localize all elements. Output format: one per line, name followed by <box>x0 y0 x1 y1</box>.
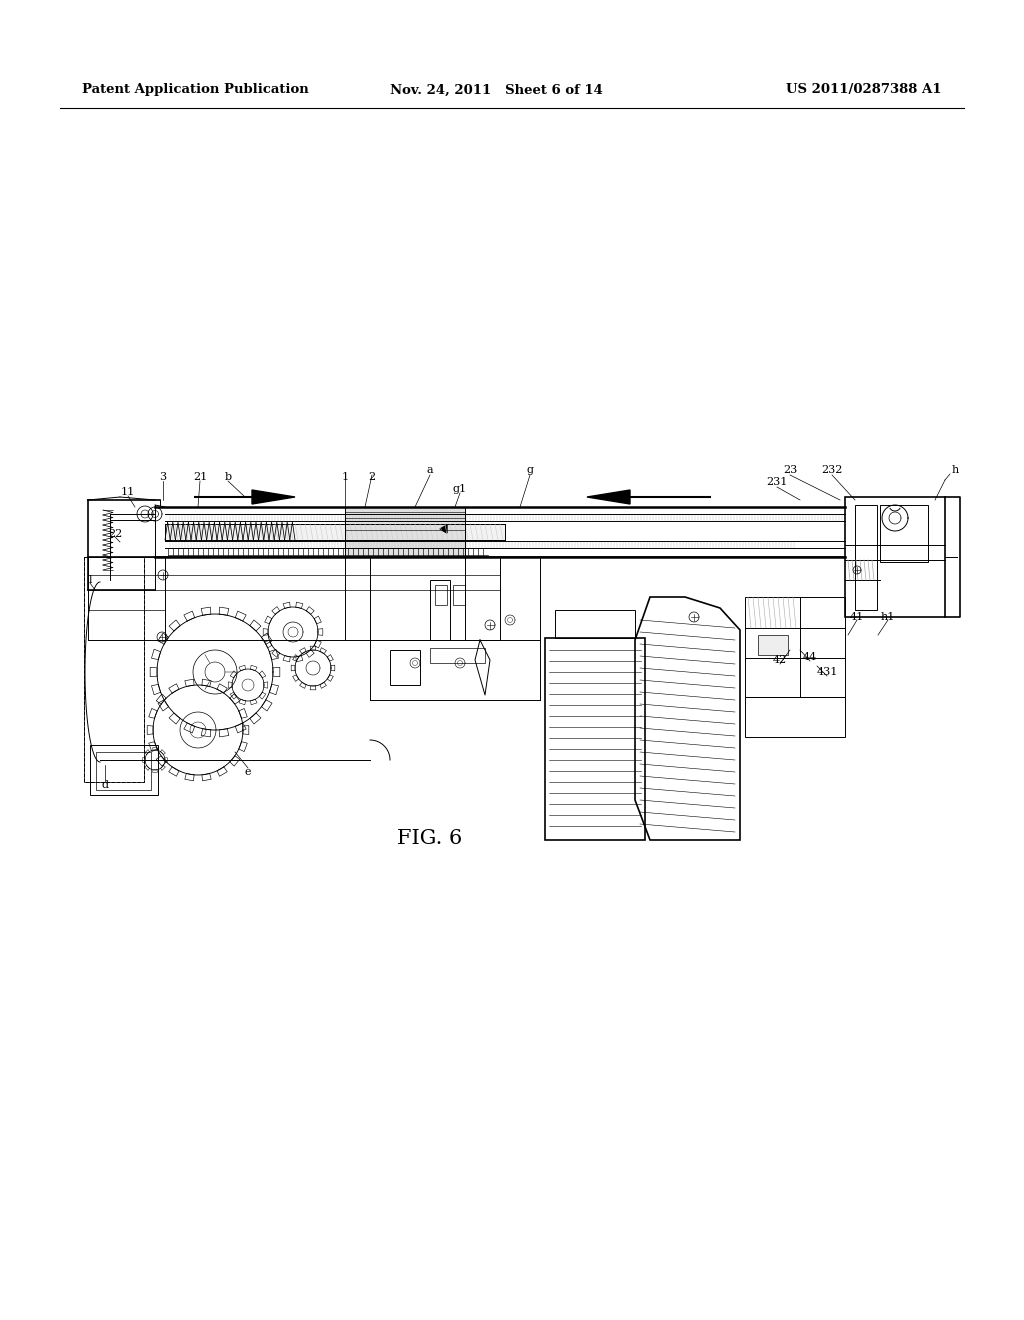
Text: FIG. 6: FIG. 6 <box>397 829 463 847</box>
Text: 431: 431 <box>816 667 838 677</box>
Text: Nov. 24, 2011   Sheet 6 of 14: Nov. 24, 2011 Sheet 6 of 14 <box>390 83 603 96</box>
Bar <box>545 638 645 840</box>
Bar <box>745 597 845 697</box>
Polygon shape <box>440 525 447 533</box>
Text: 41: 41 <box>850 612 864 622</box>
Text: 232: 232 <box>821 465 843 475</box>
Text: 44: 44 <box>803 652 817 663</box>
Bar <box>345 507 465 557</box>
Text: 21: 21 <box>193 473 207 482</box>
Bar <box>453 585 465 605</box>
Text: b: b <box>224 473 231 482</box>
Bar <box>430 579 450 640</box>
Text: 3: 3 <box>160 473 167 482</box>
Bar <box>390 649 420 685</box>
Bar <box>745 697 845 737</box>
Text: e: e <box>245 767 251 777</box>
Text: l: l <box>88 576 92 585</box>
Bar <box>855 506 877 610</box>
Bar <box>555 610 635 638</box>
Text: 2: 2 <box>369 473 376 482</box>
Text: g1: g1 <box>453 484 467 494</box>
Text: 22: 22 <box>108 529 122 539</box>
Bar <box>430 648 485 663</box>
Bar <box>84 557 144 781</box>
Bar <box>90 744 158 795</box>
Text: Patent Application Publication: Patent Application Publication <box>82 83 309 96</box>
Text: US 2011/0287388 A1: US 2011/0287388 A1 <box>786 83 942 96</box>
Text: g: g <box>526 465 534 475</box>
Text: h: h <box>951 465 958 475</box>
Polygon shape <box>587 490 630 504</box>
Text: h1: h1 <box>881 612 895 622</box>
Bar <box>435 585 447 605</box>
Bar <box>84 557 144 781</box>
Text: a: a <box>427 465 433 475</box>
Bar <box>758 635 788 655</box>
Text: 231: 231 <box>766 477 787 487</box>
Text: 23: 23 <box>783 465 797 475</box>
Text: 1: 1 <box>341 473 348 482</box>
Text: 11: 11 <box>121 487 135 498</box>
Bar <box>96 752 151 789</box>
Bar <box>845 498 945 616</box>
Polygon shape <box>252 490 295 504</box>
Text: 42: 42 <box>773 655 787 665</box>
Bar <box>165 524 505 540</box>
Bar <box>880 506 928 562</box>
Text: d: d <box>101 780 109 789</box>
